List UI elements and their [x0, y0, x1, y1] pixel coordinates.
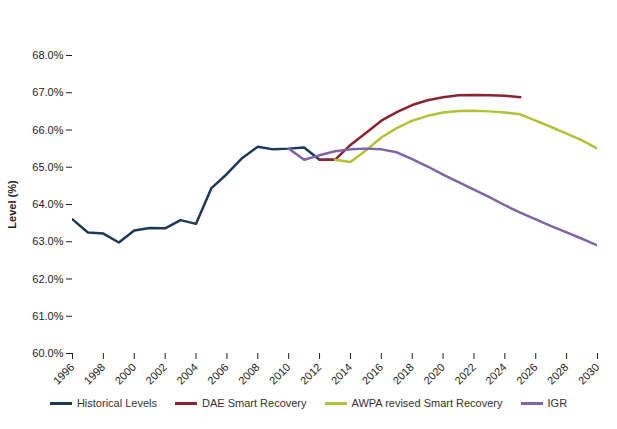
svg-text:1996: 1996: [51, 361, 77, 387]
svg-text:2022: 2022: [452, 361, 478, 387]
html-text:Historical Levels: Historical Levels: [76, 397, 157, 409]
svg-text:2018: 2018: [390, 361, 416, 387]
svg-text:2016: 2016: [359, 361, 385, 387]
svg-text:62.0%: 62.0%: [32, 273, 63, 285]
svg-text:2004: 2004: [174, 361, 200, 387]
svg-text:2006: 2006: [205, 361, 231, 387]
svg-text:63.0%: 63.0%: [32, 235, 63, 247]
svg-text:2010: 2010: [267, 361, 293, 387]
svg-text:2008: 2008: [236, 361, 262, 387]
svg-text:67.0%: 67.0%: [32, 86, 63, 98]
html-text:AWPA revised Smart Recovery: AWPA revised Smart Recovery: [351, 397, 503, 409]
html-text:DAE Smart Recovery: DAE Smart Recovery: [202, 397, 307, 409]
svg-text:68.0%: 68.0%: [32, 49, 63, 61]
svg-text:2026: 2026: [514, 361, 540, 387]
svg-text:2020: 2020: [421, 361, 447, 387]
svg-text:2014: 2014: [329, 361, 355, 387]
svg-text:2000: 2000: [112, 361, 138, 387]
svg-text:60.0%: 60.0%: [32, 347, 63, 359]
svg-text:1998: 1998: [81, 361, 107, 387]
svg-text:2024: 2024: [483, 361, 509, 387]
svg-text:2028: 2028: [545, 361, 571, 387]
svg-text:65.0%: 65.0%: [32, 161, 63, 173]
svg-text:Level (%): Level (%): [6, 180, 18, 229]
svg-text:2030: 2030: [576, 361, 602, 387]
svg-text:66.0%: 66.0%: [32, 124, 63, 136]
html-text:IGR: IGR: [547, 397, 568, 409]
svg-text:61.0%: 61.0%: [32, 310, 63, 322]
svg-text:2012: 2012: [298, 361, 324, 387]
svg-text:64.0%: 64.0%: [32, 198, 63, 210]
svg-text:2002: 2002: [143, 361, 169, 387]
